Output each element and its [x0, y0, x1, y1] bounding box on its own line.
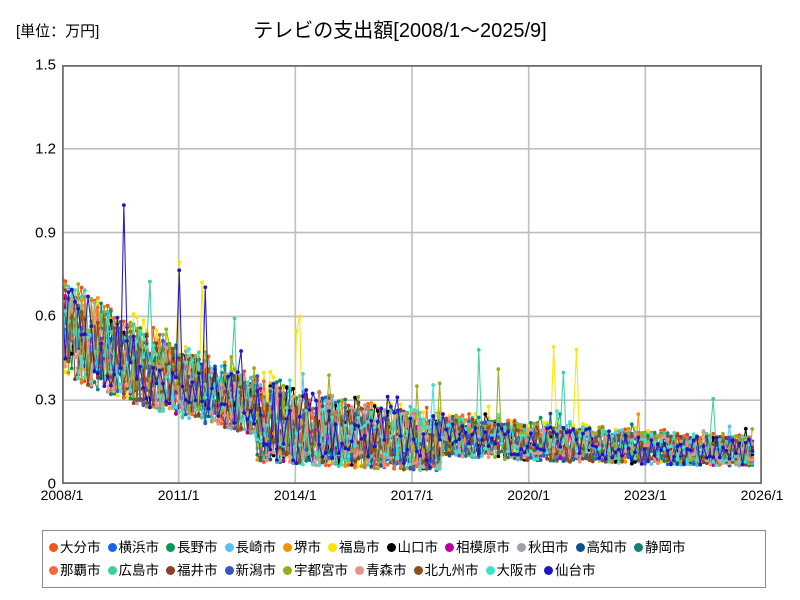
plot-area: [62, 65, 762, 484]
legend-item-高知市[interactable]: 高知市: [575, 539, 628, 555]
legend-item-相模原市[interactable]: 相模原市: [445, 541, 510, 555]
legend-label: 秋田市: [528, 539, 569, 555]
legend-label: 広島市: [118, 562, 160, 578]
x-axis-tick-label: 2014/1: [273, 487, 317, 503]
legend-label: 高知市: [586, 539, 628, 555]
y-axis-tick-label: 0.6: [35, 307, 56, 325]
legend-label: 新潟市: [235, 562, 277, 578]
legend-item-青森市[interactable]: 青森市: [355, 564, 407, 578]
x-axis-tick-label: 2023/1: [623, 487, 667, 503]
legend-marker-icon: [517, 543, 526, 552]
legend-item-仙台市[interactable]: 仙台市: [544, 564, 596, 578]
x-axis-tick-label: 2026/1: [740, 487, 784, 503]
legend-label: 福島市: [339, 539, 380, 555]
legend-row-1: 大分市 横浜市 長野市 長崎市 堺市 福島市 山口市 相模原市 秋田市 高知市 静岡市: [49, 536, 765, 559]
legend-label: 相模原市: [456, 539, 510, 555]
page-title: テレビの支出額[2008/1～2025/9]: [253, 20, 547, 42]
legend-item-堺市[interactable]: 堺市: [283, 541, 321, 555]
legend-marker-icon: [166, 543, 175, 552]
legend-label: 静岡市: [645, 539, 686, 555]
legend-label: 長崎市: [235, 539, 277, 555]
legend-marker-icon: [166, 566, 175, 575]
legend-item-福井市[interactable]: 福井市: [166, 564, 218, 578]
legend-marker-icon: [224, 566, 234, 575]
legend-marker-icon: [445, 543, 454, 552]
legend-label: 山口市: [397, 539, 439, 555]
y-axis-tick-label: 1.2: [35, 140, 56, 158]
legend-marker-icon: [49, 543, 58, 552]
x-axis-tick-label: 2011/1: [157, 487, 200, 503]
y-axis-tick-label: 0.3: [35, 391, 56, 409]
x-axis-tick-label: 2020/1: [507, 487, 551, 503]
legend-marker-icon: [224, 543, 234, 552]
legend-item-長崎市[interactable]: 長崎市: [224, 539, 277, 555]
legend-label: 仙台市: [555, 562, 596, 578]
legend-marker-icon: [544, 566, 553, 575]
legend-item-那覇市[interactable]: 那覇市: [49, 564, 101, 578]
y-axis-tick-label: 1.5: [35, 56, 56, 74]
legend-marker-icon: [328, 543, 337, 552]
legend-label: 福井市: [177, 562, 218, 578]
x-axis-tick-label: 2008/1: [40, 487, 84, 503]
legend-label: 堺市: [294, 539, 321, 555]
legend-marker-icon: [283, 566, 292, 575]
legend-item-広島市[interactable]: 広島市: [107, 562, 160, 578]
legend-label: 大分市: [60, 539, 101, 555]
x-axis-tick-label: 2017/1: [390, 487, 434, 503]
legend-row-2: 那覇市 広島市 福井市 新潟市 宇都宮市 青森市 北九州市 大阪市 仙台市: [49, 559, 765, 582]
legend-marker-icon: [413, 566, 423, 575]
y-axis-tick-label: 0.9: [35, 224, 56, 242]
legend-marker-icon: [575, 543, 585, 552]
legend-item-横浜市[interactable]: 横浜市: [107, 539, 160, 555]
legend-label: 那覇市: [60, 562, 101, 578]
chart-legend: 大分市 横浜市 長野市 長崎市 堺市 福島市 山口市 相模原市 秋田市 高知市 静岡市那覇市 広島市 福…: [42, 530, 766, 588]
legend-item-秋田市[interactable]: 秋田市: [517, 541, 569, 555]
legend-marker-icon: [49, 566, 58, 575]
legend-item-大分市[interactable]: 大分市: [49, 541, 101, 555]
legend-label: 長野市: [177, 539, 218, 555]
legend-marker-icon: [355, 566, 364, 575]
legend-label: 宇都宮市: [294, 562, 348, 578]
legend-label: 横浜市: [118, 539, 160, 555]
legend-item-北九州市[interactable]: 北九州市: [413, 562, 479, 578]
legend-marker-icon: [386, 543, 396, 552]
legend-item-大阪市[interactable]: 大阪市: [485, 562, 538, 578]
series-19: [62, 203, 755, 470]
legend-item-新潟市[interactable]: 新潟市: [224, 562, 277, 578]
legend-marker-icon: [283, 543, 292, 552]
y-axis-labels: 0 0.3 0.6 0.9 1.2 1.5: [0, 0, 56, 600]
legend-marker-icon: [107, 543, 117, 552]
y-axis-tick-label: 0: [47, 475, 56, 493]
legend-marker-icon: [107, 566, 117, 575]
legend-item-山口市[interactable]: 山口市: [386, 539, 439, 555]
unit-label: [単位：万円]: [16, 23, 100, 40]
legend-label: 北九州市: [424, 562, 479, 578]
legend-marker-icon: [485, 566, 495, 575]
legend-label: 大阪市: [496, 562, 538, 578]
legend-item-宇都宮市[interactable]: 宇都宮市: [283, 564, 348, 578]
chart-canvas: [62, 65, 762, 484]
legend-label: 青森市: [366, 562, 407, 578]
legend-item-長野市[interactable]: 長野市: [166, 541, 218, 555]
legend-item-静岡市[interactable]: 静岡市: [634, 541, 686, 555]
legend-item-福島市[interactable]: 福島市: [328, 541, 380, 555]
legend-marker-icon: [634, 543, 643, 552]
